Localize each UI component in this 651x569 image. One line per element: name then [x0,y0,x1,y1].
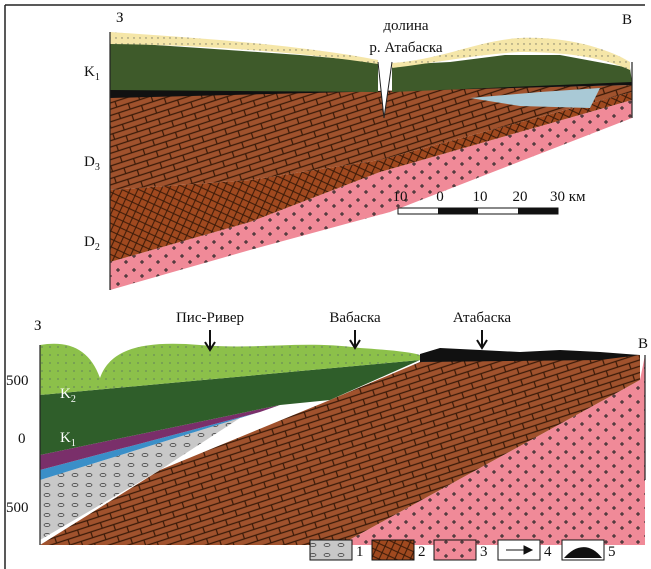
layer-index: 2 [95,242,100,253]
layer-index: 1 [71,438,76,449]
legend-swatches [309,539,605,561]
layer-index: 3 [95,162,100,173]
scale-label: 20 [513,189,528,205]
layer-label: K2 [60,386,76,405]
layer-label: D2 [84,234,100,253]
layer-index: 1 [95,72,100,83]
scale-bar [397,207,559,215]
west-label: З [116,10,124,26]
place-label: Пис-Ривер [176,310,244,326]
scale-label: 10 [473,189,488,205]
east-label: В [638,336,648,352]
valley-label: долина [383,18,428,34]
legend-label: 2 [418,544,426,560]
legend-label: 5 [608,544,616,560]
layer-symbol: D [84,234,95,250]
legend-label: 4 [544,544,552,560]
labels: З В долина р. Атабаска 10 0 10 20 30 км … [6,10,648,560]
layer-symbol: K [84,64,95,80]
frame [4,4,645,569]
legend-label: 1 [356,544,364,560]
layer-label: K1 [84,64,100,83]
depth-label: 500 [6,373,29,389]
layer-symbol: K [60,430,71,446]
depth-label: 0 [18,431,26,447]
valley-label: р. Атабаска [369,40,442,56]
place-label: Вабаска [329,310,381,326]
scale-label: 30 км [550,189,586,205]
legend-label: 3 [480,544,488,560]
depth-label: 500 [6,500,29,516]
arrows [204,330,488,352]
layer-label: D3 [84,154,100,173]
place-label: Атабаска [453,310,511,326]
east-label: В [622,12,632,28]
bottom-section [39,343,646,545]
scale-label: 0 [436,189,444,205]
layer-symbol: D [84,154,95,170]
top-section [109,32,633,290]
layer-index: 2 [71,394,76,405]
layer-label: K1 [60,430,76,449]
west-label: З [34,318,42,334]
scale-label: 10 [393,189,408,205]
layer-symbol: K [60,386,71,402]
